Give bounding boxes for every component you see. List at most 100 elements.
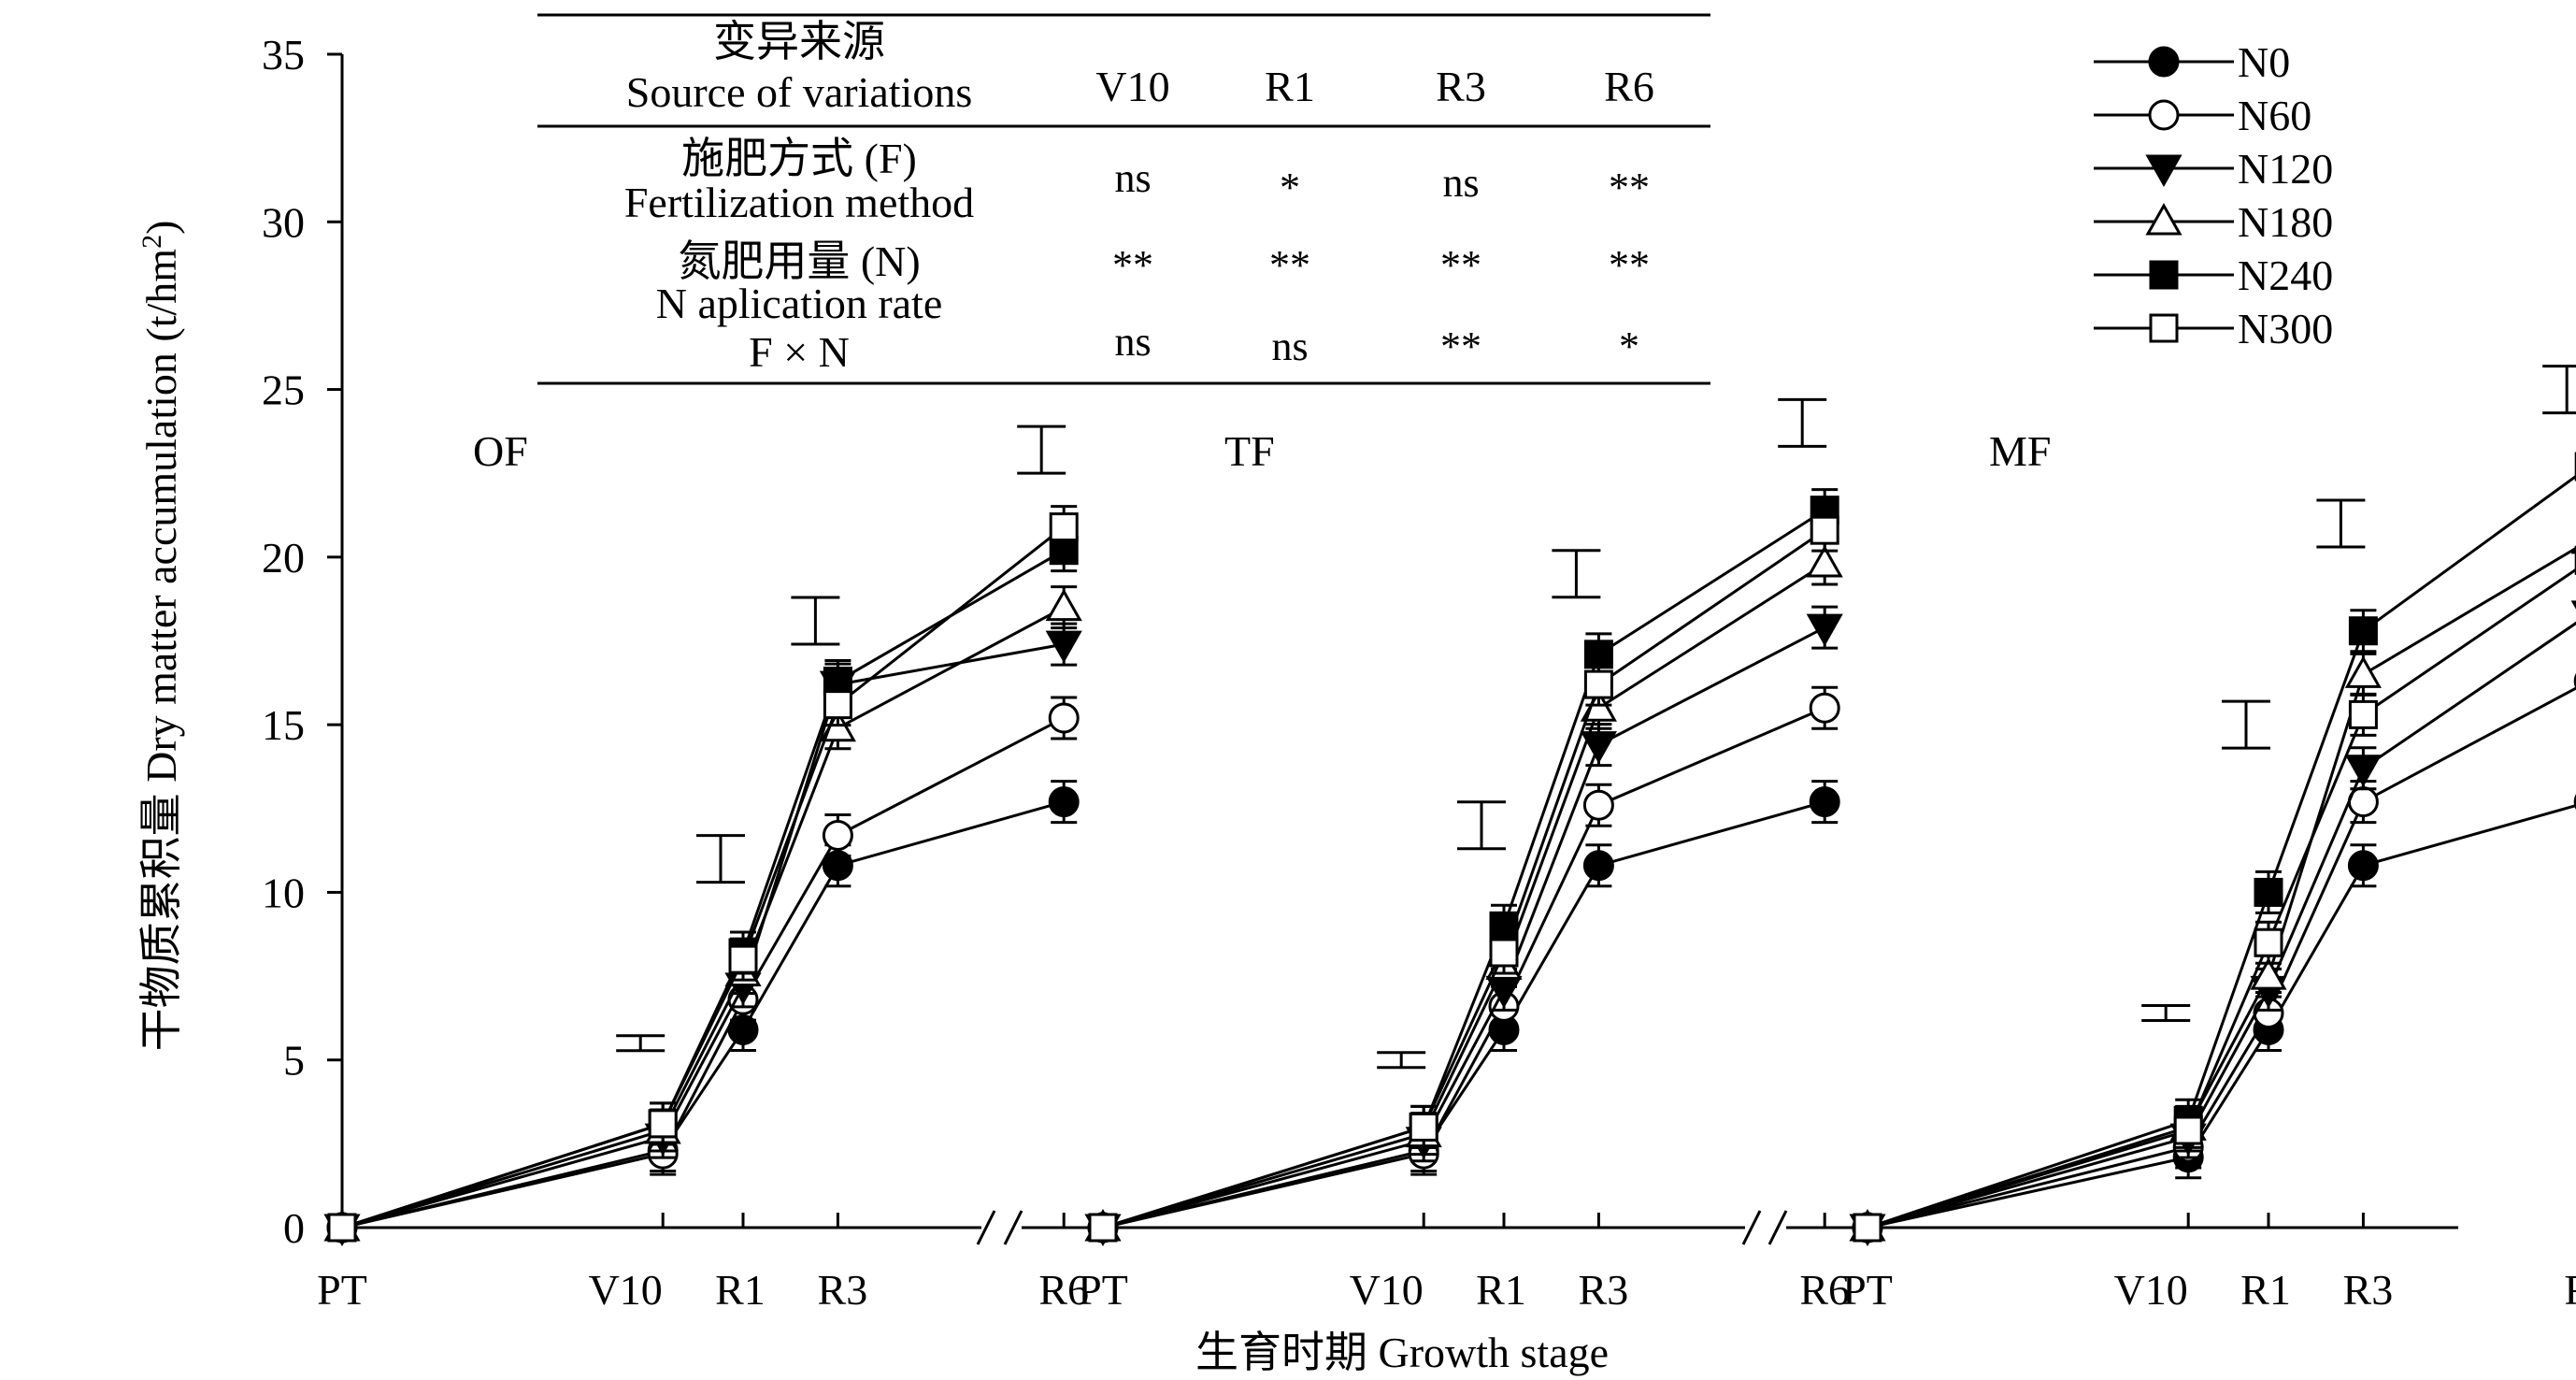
series-line [1102,800,1825,1229]
legend-label: N60 [2238,92,2311,139]
data-point [2344,755,2382,787]
series-n180 [1849,544,2576,1242]
panel-label-of: OF [473,427,528,475]
x-tick-label-v10: V10 [589,1266,663,1314]
data-point [1806,613,1843,647]
data-point [1809,786,1840,818]
table-row2-r1: ** [1269,242,1310,288]
table-row3-v10: ns [1114,319,1151,365]
data-point [1409,1112,1438,1142]
table-row3-r1: ns [1271,323,1308,369]
data-point [822,819,853,851]
x-tick-label-r6: R6 [2564,1266,2576,1314]
legend-label: N180 [2238,198,2333,246]
panel-tf: TF [1084,397,1843,1247]
table-stage-r3: R3 [1436,63,1486,110]
legend-marker [2148,46,2180,78]
table-row1-label-en: Fertilization method [624,179,974,226]
series-line [1102,625,1825,1229]
data-point [1853,1213,1882,1243]
x-tick-label-v10: V10 [2114,1266,2188,1314]
legend-item-n120: N120 [2094,145,2333,193]
data-point [1580,731,1617,764]
panels: OF TF MF [323,365,2576,1247]
series-line [341,525,1066,1229]
data-point [1088,1213,1118,1243]
data-point [728,944,758,974]
y-tick-label: 25 [262,367,305,414]
y-tick-label: 10 [262,869,305,916]
x-tick-label-pt: PT [317,1266,367,1314]
data-point [2254,877,2283,907]
legend-marker [2149,260,2179,290]
anova-table: 变异来源 Source of variations V10 R1 R3 R6 施… [537,13,1710,385]
legend-label: N300 [2238,305,2333,352]
y-axis: 0 5 10 15 20 25 30 35 干物质累积量 Dry matter accumul… [136,31,344,1252]
series-n180 [323,585,1082,1242]
table-row2-label-cn: 氮肥用量 (N) [678,237,920,285]
legend: N0 N60 N120 N180 N240 N300 [2094,38,2333,352]
x-tick-label-r1: R1 [715,1266,766,1314]
x-tick-label-r1: R1 [2240,1266,2291,1314]
series-line [341,716,1065,1229]
table-row2-r6: ** [1609,242,1650,288]
series-n120 [1084,605,1843,1247]
table-stage-r6: R6 [1604,63,1654,110]
series-line [1102,528,1826,1229]
y-tick-label: 5 [283,1037,305,1085]
data-point [1582,850,1614,882]
panel-of: OF [323,424,1082,1247]
data-point [2348,616,2378,646]
series-n180 [1084,541,1843,1242]
series-line [1867,804,2576,1229]
legend-item-n240: N240 [2094,252,2333,299]
lsd-bar [616,1034,665,1053]
series-line [1867,568,2576,1229]
lsd-bar [791,596,840,646]
data-point [1810,515,1839,545]
x-tick-label-r1: R1 [1476,1266,1526,1314]
series-n240 [1853,452,2576,1243]
series-line [1867,621,2576,1229]
series-n240 [327,528,1079,1243]
y-tick-label: 30 [262,198,305,246]
series-n60 [1852,673,2576,1243]
table-row2-label-en: N aplication rate [656,280,943,327]
series-n300 [1853,545,2576,1243]
lsd-bar [2542,365,2576,415]
y-tick-label: 20 [262,534,305,582]
y-tick-label: 15 [262,701,305,749]
table-row2-v10: ** [1112,242,1153,288]
data-point [2344,655,2382,688]
data-point [1583,669,1613,699]
lsd-bar [1457,800,1506,851]
data-point [1048,786,1080,818]
lsd-bar [1552,549,1601,599]
x-tick-label-r6: R6 [1799,1266,1850,1314]
series-n300 [327,505,1079,1243]
table-stage-v10: V10 [1095,63,1169,110]
table-header-cn: 变异来源 [713,18,885,65]
x-tick-label-r3: R3 [2343,1266,2394,1314]
legend-label: N240 [2238,252,2333,299]
series-line [1102,706,1825,1229]
data-point [1049,512,1079,542]
x-tick-label-v10: V10 [1350,1266,1424,1314]
x-tick-label-pt: PT [1078,1266,1128,1314]
lsd-bar [2316,498,2366,549]
series-line [1867,686,2576,1229]
series-line [341,549,1065,1229]
series-n0 [1087,780,1840,1243]
panel-label-tf: TF [1224,427,1275,475]
series-n60 [326,696,1080,1243]
series-n300 [1088,508,1839,1243]
series-n0 [1852,794,2576,1243]
data-point [1489,938,1519,968]
series-n240 [1088,488,1839,1243]
legend-marker [2148,99,2180,131]
x-tick-label-r3: R3 [818,1266,868,1314]
table-header-en: Source of variations [626,68,972,116]
data-point [1806,544,1843,578]
data-point [1582,789,1614,821]
legend-label: N120 [2238,145,2333,193]
